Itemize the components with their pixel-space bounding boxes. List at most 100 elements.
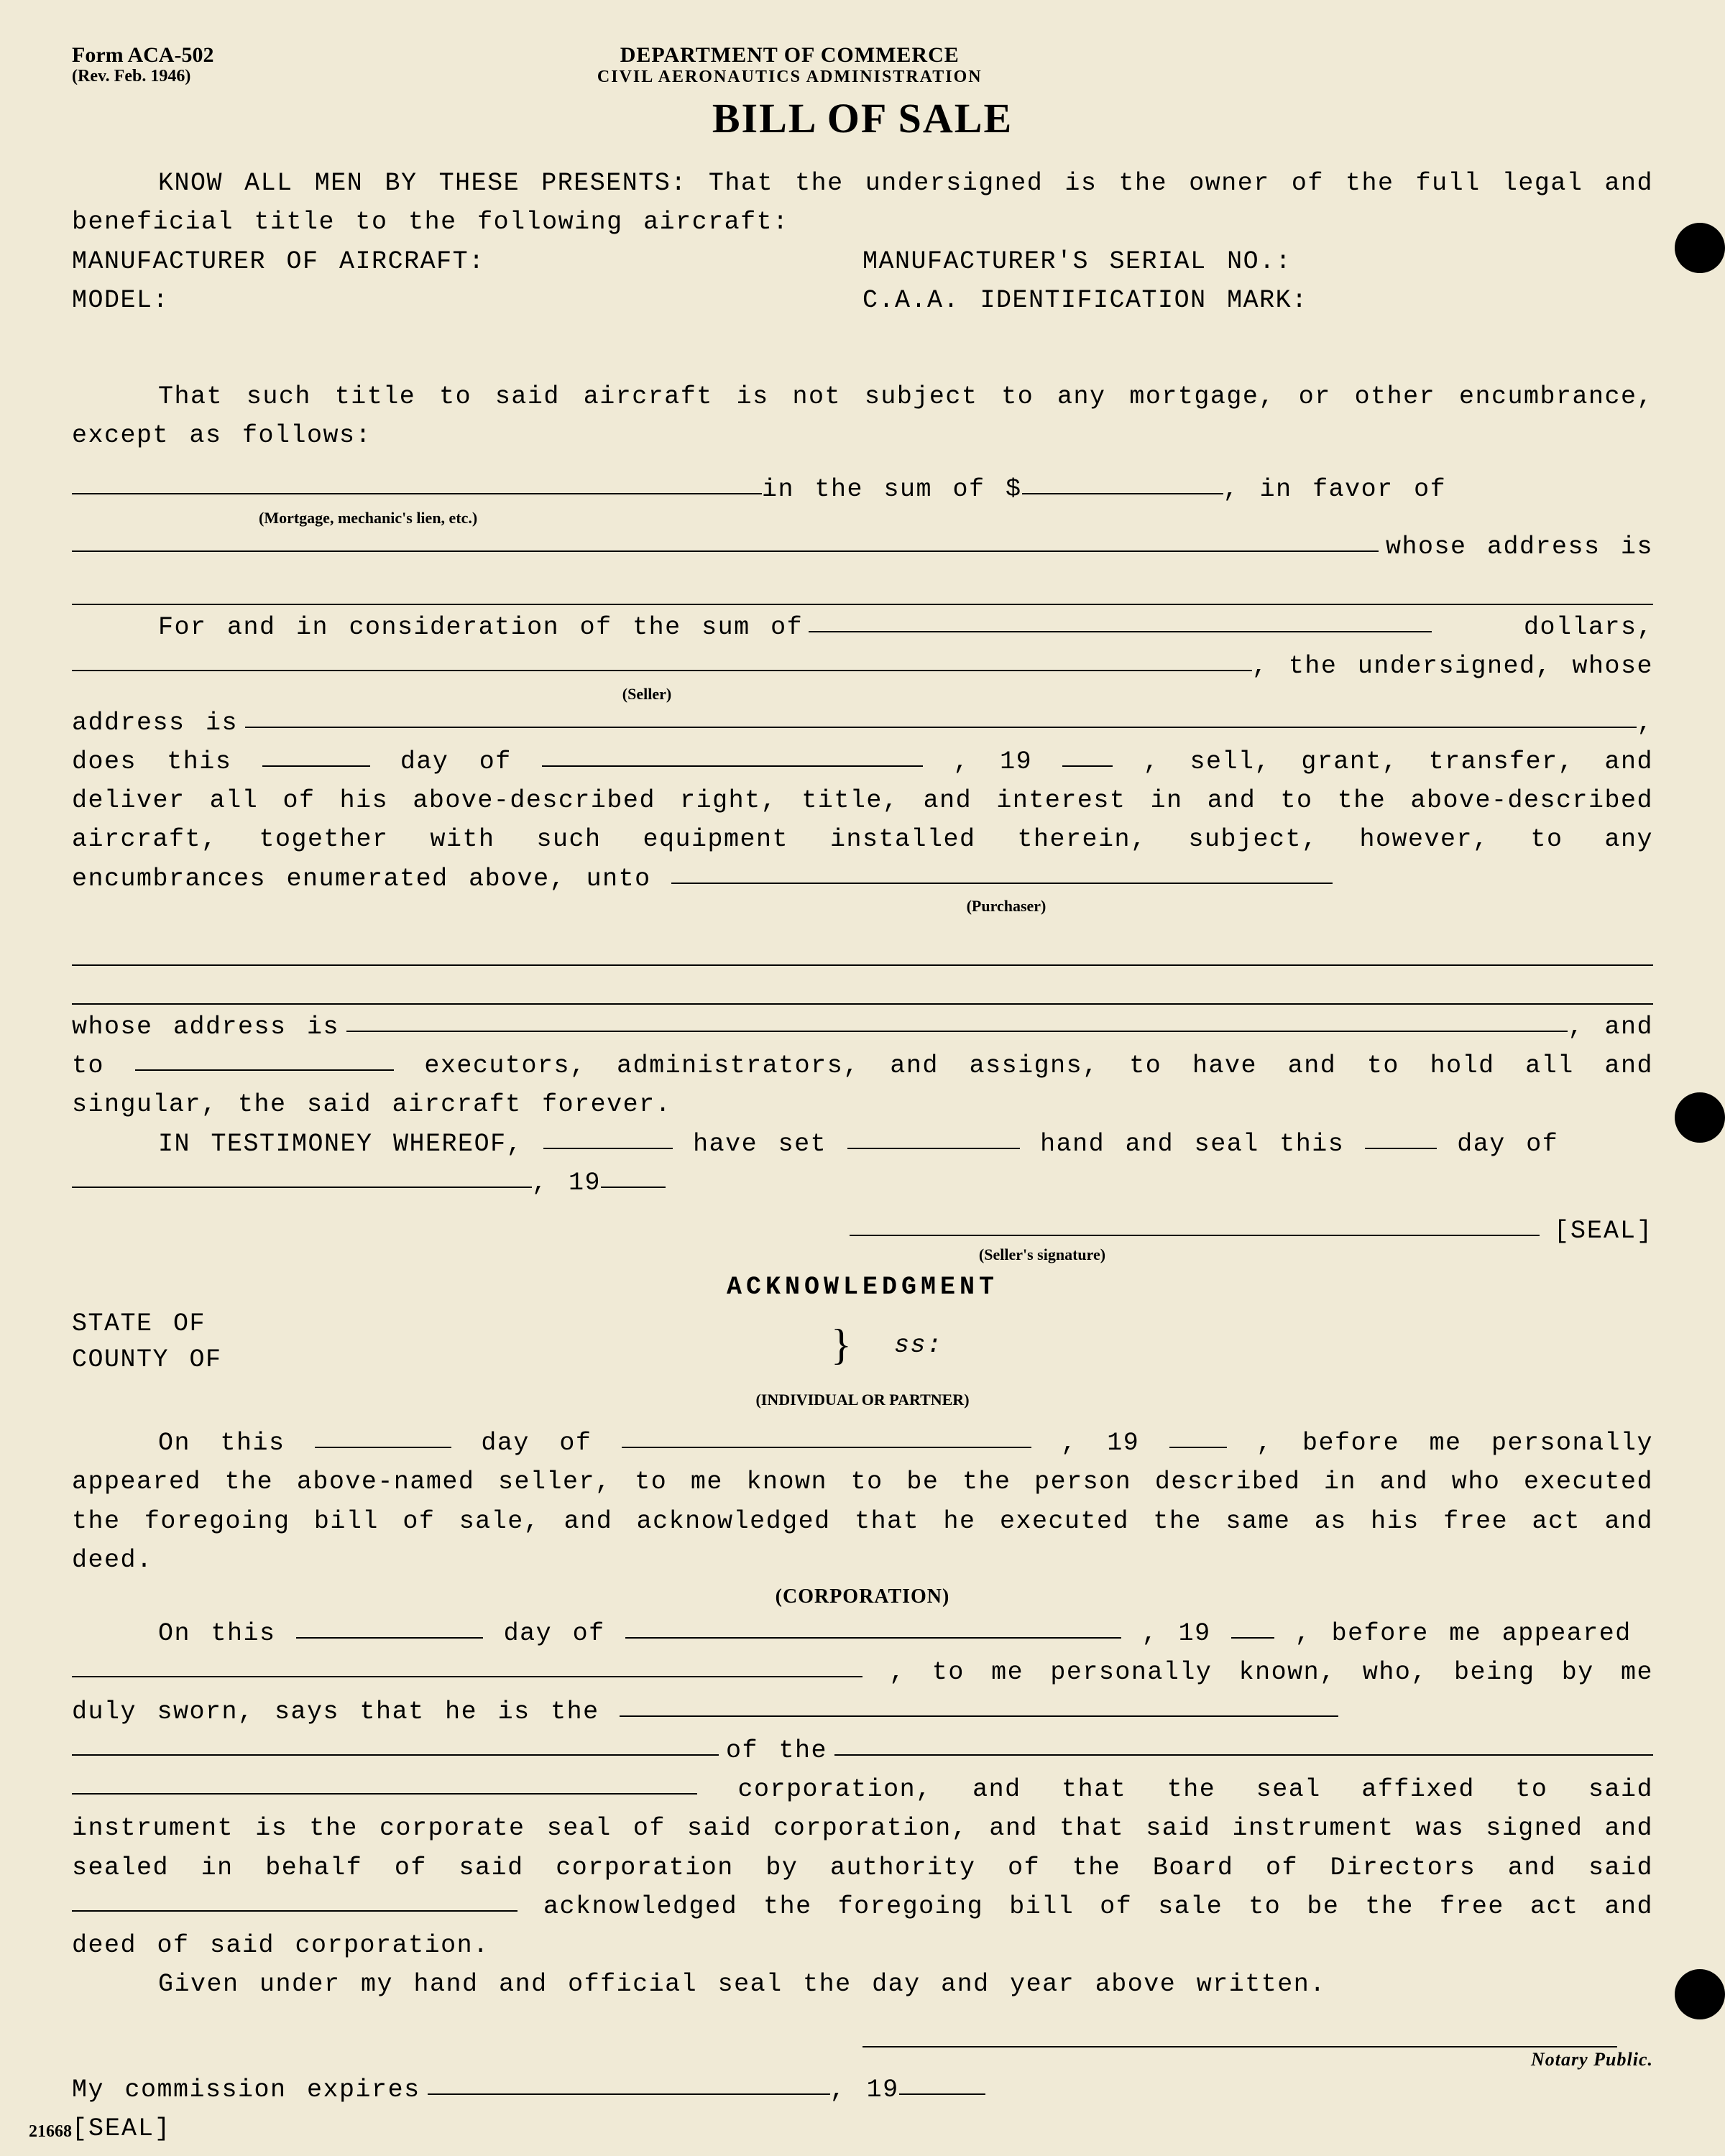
to-text: to [72, 1051, 104, 1080]
ack-indiv-paragraph: On this day of , 19 , before me personal… [72, 1424, 1653, 1580]
footer-number: 21668 [29, 2122, 72, 2142]
seller-caption: (Seller) [0, 685, 1653, 704]
executors-paragraph: to executors, administrators, and assign… [72, 1046, 1653, 1125]
hand-seal: hand and seal this [1040, 1130, 1365, 1158]
header-row: Form ACA-502 (Rev. Feb. 1946) DEPARTMENT… [72, 43, 1653, 87]
seal-label: [SEAL] [1554, 1217, 1653, 1245]
ack-dayof2: day of [504, 1619, 605, 1648]
sum-blank[interactable] [1022, 493, 1223, 494]
personally-line: , to me personally known, who, being by … [72, 1653, 1653, 1731]
year-blank[interactable] [1062, 765, 1113, 767]
punch-hole [1675, 1969, 1725, 2019]
of-the-text: of the [726, 1731, 827, 1770]
indiv-caption: (INDIVIDUAL OR PARTNER) [72, 1391, 1653, 1409]
caa-label: C.A.A. IDENTIFICATION MARK: [862, 281, 1653, 320]
commission-line: My commission expires , 19 [72, 2070, 1653, 2109]
notary-sig-blank[interactable] [862, 2046, 1617, 2047]
before-me: , before me personally appeared the abov… [72, 1429, 1653, 1575]
on-this2: On this [158, 1619, 276, 1648]
ack-day-blank2[interactable] [296, 1637, 483, 1639]
to-blank[interactable] [135, 1069, 394, 1071]
day-blank[interactable] [262, 765, 370, 767]
test-blank1[interactable] [543, 1148, 673, 1149]
commission-text: My commission expires [72, 2070, 420, 2109]
spacer [72, 320, 1653, 377]
purchaser-line3[interactable] [72, 969, 1653, 1005]
mortgage-caption: (Mortgage, mechanic's lien, etc.) [259, 509, 1653, 528]
favor-blank[interactable] [72, 550, 1379, 552]
mortgage-line: in the sum of $ , in favor of [72, 470, 1653, 509]
notary-label: Notary Public. [862, 2049, 1653, 2070]
month-blank2[interactable] [72, 1187, 532, 1188]
corporation-paragraph: corporation, and that the seal affixed t… [72, 1770, 1653, 1965]
corp-blank[interactable] [72, 1793, 697, 1795]
consideration-blank[interactable] [809, 631, 1432, 632]
appeared-blank[interactable] [72, 1676, 862, 1677]
commission-blank[interactable] [428, 2093, 830, 2095]
year-blank2[interactable] [601, 1187, 666, 1188]
purchaser-blank[interactable] [671, 883, 1333, 884]
notary-block: Notary Public. [862, 2047, 1653, 2070]
of-the-line: of the [72, 1731, 1653, 1770]
purchaser-line2[interactable] [72, 930, 1653, 966]
punch-hole [1675, 1092, 1725, 1143]
address-is-line: address is , [72, 704, 1653, 742]
whose-addr-line2: whose address is , and [72, 1008, 1653, 1046]
test-blank2[interactable] [847, 1148, 1020, 1149]
whose-addr2: whose address is [72, 1008, 339, 1046]
year-prefix: , 19 [953, 747, 1032, 776]
title-blank3[interactable] [834, 1754, 1653, 1756]
whose-addr-text: whose address is [1386, 528, 1653, 566]
signature-blank[interactable] [850, 1235, 1540, 1236]
testimony-line: IN TESTIMONEY WHEREOF, have set hand and… [72, 1125, 1653, 1164]
on-this: On this [158, 1429, 285, 1457]
comm-year-blank[interactable] [899, 2093, 985, 2095]
seller-line: , the undersigned, whose [72, 647, 1653, 686]
ack-year2: , 19 [1142, 1619, 1211, 1648]
addr-is-blank[interactable] [245, 727, 1637, 728]
title-blank[interactable] [620, 1715, 1338, 1717]
title-blank2[interactable] [72, 1754, 719, 1756]
administration: CIVIL AERONAUTICS ADMINISTRATION [70, 68, 1509, 87]
test-blank3[interactable] [1365, 1148, 1437, 1149]
month-blank[interactable] [542, 765, 923, 767]
ack-day-blank[interactable] [315, 1447, 451, 1448]
sum-prefix: in the sum of $ [762, 470, 1022, 509]
aircraft-info-row2: MODEL: C.A.A. IDENTIFICATION MARK: [72, 281, 1653, 320]
address-blank-full[interactable] [72, 569, 1653, 605]
executors-text: executors, administrators, and assigns, … [72, 1051, 1653, 1119]
ack-title: ACKNOWLEDGMENT [72, 1273, 1653, 1302]
undersigned-text: , the undersigned, whose [1252, 647, 1653, 686]
document-page: Form ACA-502 (Rev. Feb. 1946) DEPARTMENT… [0, 0, 1725, 2156]
ack-month-blank[interactable] [622, 1447, 1031, 1448]
comma: , [1637, 704, 1653, 742]
testimony-year-line: , 19 [72, 1164, 1653, 1202]
sell-grant-paragraph: does this day of , 19 , sell, grant, tra… [72, 742, 1653, 898]
addr-is-text: address is [72, 704, 238, 742]
seller-blank[interactable] [72, 670, 1252, 671]
consideration-text: For and in consideration of the sum of [72, 608, 803, 647]
addr-blank2[interactable] [346, 1031, 1568, 1032]
signature-caption: (Seller's signature) [431, 1245, 1653, 1264]
ack-year-blank[interactable] [1169, 1447, 1227, 1448]
manufacturer-label: MANUFACTURER OF AIRCRAFT: [72, 242, 862, 281]
department: DEPARTMENT OF COMMERCE [70, 43, 1509, 68]
spacer [72, 456, 1653, 470]
director-blank[interactable] [72, 1910, 518, 1912]
encumbrance-paragraph: That such title to said aircraft is not … [72, 377, 1653, 456]
dollars-text: dollars, [1438, 608, 1653, 647]
does-this: does this [72, 747, 231, 776]
day-of: day of [400, 747, 512, 776]
testimony-text: IN TESTIMONEY WHEREOF, [158, 1130, 523, 1158]
corporation-text: corporation, and that the seal affixed t… [72, 1775, 1653, 1882]
corp-label: (CORPORATION) [72, 1585, 1653, 1608]
ack-year-blank2[interactable] [1231, 1637, 1274, 1639]
ack-corp-paragraph: On this day of , 19 , before me appeared [72, 1614, 1653, 1653]
serial-label: MANUFACTURER'S SERIAL NO.: [862, 242, 1653, 281]
ss-text: ss: [894, 1326, 943, 1365]
signature-row: [SEAL] [72, 1217, 1653, 1245]
mortgage-blank[interactable] [72, 493, 762, 494]
county-of: COUNTY OF [72, 1340, 222, 1379]
ack-month-blank2[interactable] [625, 1637, 1121, 1639]
state-county-block: STATE OF COUNTY OF } ss: [72, 1304, 1653, 1391]
